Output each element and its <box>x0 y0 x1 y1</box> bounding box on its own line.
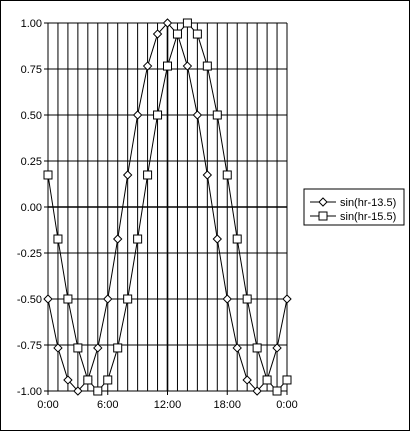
series-2 <box>43 18 292 396</box>
data-point-diamond <box>142 61 153 71</box>
legend-marker-diamond <box>318 197 328 207</box>
data-point-diamond <box>63 375 73 385</box>
y-tick-label: 0.75 <box>21 64 42 76</box>
data-point-diamond <box>53 343 63 353</box>
y-tick-label: 0.50 <box>21 110 42 122</box>
y-tick-label: -0.75 <box>17 340 42 352</box>
data-point-square <box>83 375 93 385</box>
data-point-diamond <box>43 294 53 304</box>
data-point-diamond <box>122 170 133 180</box>
legend-label-2: sin(hr-15.5) <box>340 211 396 223</box>
data-point-diamond <box>282 294 292 304</box>
legend: sin(hr-13.5) sin(hr-15.5) <box>303 188 405 226</box>
data-point-diamond <box>132 110 143 120</box>
data-point-diamond <box>242 375 252 385</box>
data-point-square <box>113 343 123 353</box>
data-point-square <box>262 375 272 385</box>
data-point-diamond <box>192 110 203 120</box>
y-tick-label: 0.00 <box>21 202 42 214</box>
data-point-diamond <box>182 61 193 71</box>
legend-item-1: sin(hr-13.5) <box>310 197 396 209</box>
data-point-diamond <box>73 386 83 396</box>
data-point-square <box>133 234 143 244</box>
x-tick-label: 12:00 <box>154 399 182 411</box>
data-point-square <box>192 29 202 39</box>
y-tick-label: 0.25 <box>21 156 42 168</box>
data-point-diamond <box>202 170 213 180</box>
data-point-square <box>63 294 73 304</box>
data-point-diamond <box>212 234 222 244</box>
x-tick-label: 6:00 <box>97 399 118 411</box>
series-group <box>43 18 292 396</box>
y-tick-labels: 1.00 0.75 0.50 0.25 0.00 -0.25 -0.50 -0.75 -1.00 <box>17 18 48 398</box>
data-point-diamond <box>152 29 163 39</box>
y-tick-label: -0.50 <box>17 294 42 306</box>
data-point-diamond <box>113 234 123 244</box>
data-point-diamond <box>252 386 262 396</box>
data-point-square <box>172 29 182 39</box>
data-point-square <box>252 343 262 353</box>
data-point-square <box>43 170 53 180</box>
data-point-diamond <box>222 294 232 304</box>
data-point-square <box>232 234 242 244</box>
data-point-square <box>272 386 282 396</box>
x-tick-labels: 0:00 6:00 12:00 18:00 0:00 <box>37 391 298 411</box>
data-point-square <box>143 170 153 180</box>
y-tick-label: -0.25 <box>17 248 42 260</box>
data-point-square <box>282 375 292 385</box>
x-tick-label: 0:00 <box>276 399 297 411</box>
y-tick-label: -1.00 <box>17 386 42 398</box>
legend-label-1: sin(hr-13.5) <box>340 197 396 209</box>
data-point-diamond <box>162 18 173 28</box>
data-point-diamond <box>232 343 242 353</box>
data-point-square <box>103 375 113 385</box>
legend-marker-square <box>318 211 328 221</box>
data-point-square <box>163 61 172 71</box>
data-point-square <box>222 170 232 180</box>
data-point-square <box>202 61 212 71</box>
legend-item-2: sin(hr-15.5) <box>310 211 396 223</box>
data-point-square <box>73 343 83 353</box>
y-tick-label: 1.00 <box>21 18 42 30</box>
data-point-square <box>123 294 133 304</box>
data-point-square <box>153 110 163 120</box>
data-point-square <box>93 386 103 396</box>
data-point-square <box>182 18 192 28</box>
data-point-diamond <box>93 343 103 353</box>
x-tick-label: 0:00 <box>37 399 58 411</box>
data-point-square <box>242 294 252 304</box>
data-point-square <box>53 234 63 244</box>
data-point-diamond <box>272 343 282 353</box>
x-tick-label: 18:00 <box>213 399 241 411</box>
data-point-diamond <box>103 294 113 304</box>
data-point-square <box>212 110 222 120</box>
